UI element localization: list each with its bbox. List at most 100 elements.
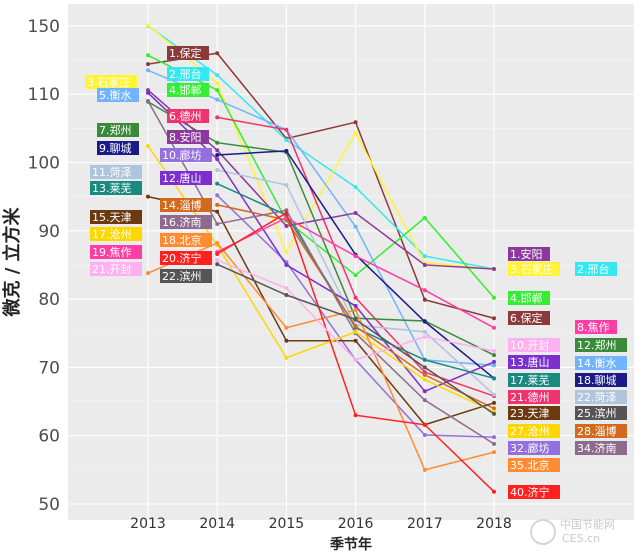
y-tick-label: 60: [38, 427, 60, 447]
data-point-聊城: [422, 319, 427, 324]
series-label: 25.滨州: [577, 406, 617, 420]
series-label-box: [575, 424, 627, 438]
data-point-天津: [146, 194, 150, 199]
series-label-box: [160, 198, 212, 212]
data-point-安阳: [492, 267, 496, 272]
data-point-廊坊: [215, 193, 220, 198]
data-point-菏泽: [492, 392, 496, 397]
series-label: 32.廊坊: [510, 441, 550, 455]
x-tick-label: 2013: [130, 516, 166, 532]
series-label: 5.衡水: [99, 89, 132, 102]
series-label-box: [90, 245, 142, 259]
data-point-焦作: [353, 254, 358, 259]
series-label: 14.衡水: [577, 357, 617, 370]
data-point-滨州: [353, 317, 358, 322]
series-label: 16.济南: [162, 215, 202, 229]
series-label: 14.淄博: [162, 199, 202, 212]
series-label-box: [508, 485, 560, 499]
data-point-保定: [215, 51, 220, 56]
data-point-衡水: [492, 363, 496, 368]
series-label: 13.莱芜: [92, 181, 132, 195]
series-label-box: [90, 227, 142, 241]
data-point-邢台: [422, 254, 427, 259]
data-point-沧州: [146, 144, 150, 149]
series-label-box: [167, 83, 209, 97]
watermark-text: 中国节能网: [560, 517, 615, 531]
data-point-石家庄: [146, 23, 150, 28]
data-point-保定: [146, 62, 150, 67]
series-label-box: [508, 424, 560, 438]
data-point-衡水: [215, 97, 220, 102]
data-point-济宁: [215, 252, 220, 257]
series-label-box: [575, 390, 627, 404]
series-label: 18.聊城: [577, 373, 617, 387]
data-point-北京: [146, 271, 150, 276]
data-point-石家庄: [353, 131, 358, 136]
series-label-box: [167, 130, 209, 144]
data-point-北京: [422, 467, 427, 472]
data-point-邯郸: [146, 53, 150, 58]
data-point-邯郸: [492, 295, 496, 300]
data-point-邯郸: [215, 88, 220, 93]
series-label-box: [508, 262, 560, 276]
series-label-box: [90, 262, 142, 276]
x-tick-label: 2016: [338, 516, 374, 532]
series-label: 1.保定: [169, 46, 202, 60]
series-label: 10.廊坊: [162, 148, 202, 162]
data-point-济宁: [422, 422, 427, 427]
series-label-box: [575, 356, 627, 370]
y-tick-label: 90: [38, 222, 60, 242]
data-point-天津: [215, 209, 220, 214]
data-point-德州: [284, 127, 289, 132]
data-point-廊坊: [422, 433, 427, 438]
series-label: 19.焦作: [92, 246, 132, 259]
data-point-石家庄: [284, 249, 289, 254]
series-label-box: [160, 233, 212, 247]
data-point-济南: [422, 398, 427, 403]
data-point-沧州: [353, 329, 358, 334]
series-label: 15.天津: [92, 211, 132, 224]
series-line-邢台: [147, 25, 495, 270]
series-label: 17.莱芜: [510, 373, 550, 387]
y-axis: 150 110 100 90 80 70 60 50: [28, 17, 60, 515]
x-tick-label: 2015: [269, 516, 305, 532]
series-label-box: [508, 406, 560, 420]
series-label-box: [508, 390, 560, 404]
watermark-logo-icon: [530, 519, 556, 545]
series-label-box: [160, 269, 212, 283]
series-label: 6.德州: [169, 109, 202, 123]
y-tick-label: 50: [38, 495, 60, 515]
series-label-box: [575, 338, 627, 352]
x-axis-title: 季节年: [329, 536, 372, 553]
data-point-石家庄: [215, 81, 220, 86]
data-point-北京: [284, 325, 289, 330]
data-point-郑州: [215, 140, 220, 145]
series-label: 8.焦作: [577, 321, 610, 334]
series-label-box: [575, 373, 627, 387]
y-tick-label: 110: [28, 85, 60, 105]
data-point-安阳: [284, 224, 289, 229]
series-label-box: [167, 46, 209, 60]
series-label: 34.济南: [577, 441, 617, 455]
series-label-box: [85, 75, 137, 89]
data-point-天津: [353, 338, 358, 343]
series-label-box: [97, 141, 139, 155]
data-point-天津: [492, 400, 496, 405]
data-point-开封: [284, 286, 289, 291]
series-label-box: [90, 210, 142, 224]
data-point-沧州: [422, 377, 427, 382]
series-label: 3.石家庄: [510, 262, 554, 276]
watermark-url: CES.cn: [562, 532, 600, 545]
data-point-开封: [492, 349, 496, 354]
series-label: 6.保定: [510, 311, 543, 325]
data-point-郑州: [492, 353, 496, 358]
data-point-滨州: [492, 411, 496, 416]
series-label-box: [575, 320, 617, 334]
data-point-淄博: [353, 324, 358, 329]
series-label: 40.济宁: [510, 485, 550, 499]
series-label-box: [167, 67, 209, 81]
data-point-北京: [215, 241, 220, 246]
series-label-box: [167, 109, 209, 123]
series-label-box: [575, 441, 627, 455]
